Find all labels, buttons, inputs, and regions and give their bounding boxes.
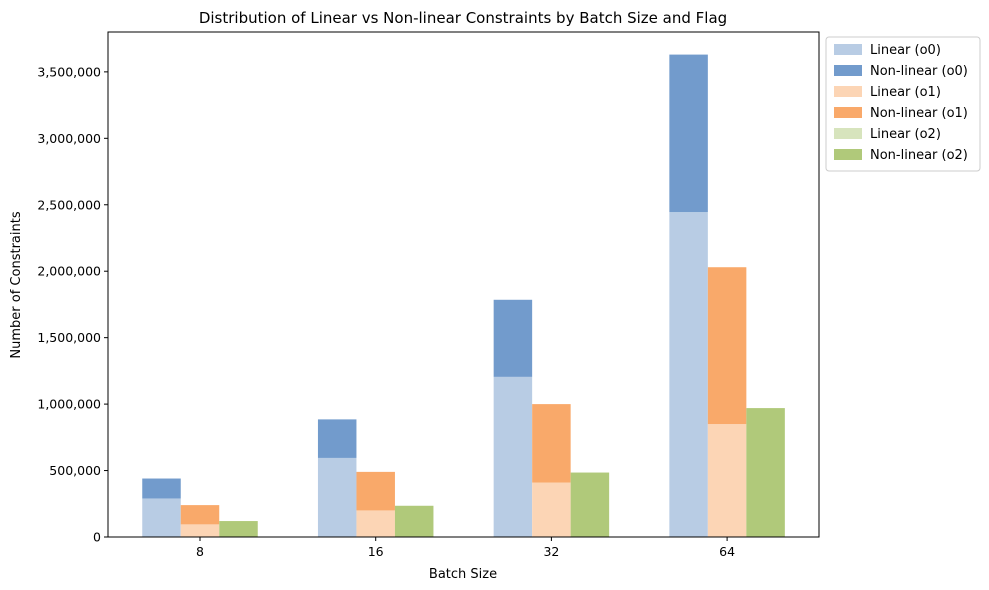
bar-linear-o1-64 (707, 424, 747, 537)
bar-nonlinear-o2-8 (219, 521, 258, 537)
legend: Linear (o0) Non-linear (o0) Linear (o1) Non… (825, 36, 981, 172)
bar-linear-o1-8 (180, 524, 220, 537)
bar-linear-o1-32 (532, 482, 571, 537)
legend-swatch (834, 128, 862, 139)
legend-label: Non-linear (o2) (870, 148, 968, 163)
bar-linear-o0-8 (142, 498, 181, 537)
legend-swatch (834, 44, 862, 55)
x-tick-label: 8 (196, 544, 204, 559)
bars (142, 54, 785, 537)
y-tick-label: 3,000,000 (37, 131, 101, 146)
legend-swatch (834, 107, 862, 118)
y-axis-label: Number of Constraints (9, 211, 24, 358)
bar-nonlinear-o0-16 (317, 419, 357, 458)
legend-label: Non-linear (o0) (870, 64, 968, 79)
y-tick-label: 2,500,000 (37, 197, 101, 212)
y-tick-label: 1,500,000 (37, 330, 101, 345)
x-tick-label: 64 (719, 544, 735, 559)
x-tick-label: 32 (543, 544, 559, 559)
bar-nonlinear-o1-64 (707, 267, 747, 425)
bar-nonlinear-o2-64 (746, 408, 785, 537)
y-tick-label: 0 (93, 530, 101, 545)
chart-title: Distribution of Linear vs Non-linear Con… (199, 9, 727, 27)
bar-linear-o0-32 (493, 376, 533, 537)
legend-swatch (834, 86, 862, 97)
bar-nonlinear-o0-64 (669, 54, 708, 213)
bar-nonlinear-o2-16 (394, 505, 434, 537)
bar-nonlinear-o0-32 (493, 299, 533, 377)
y-tick-label: 500,000 (49, 463, 101, 478)
bar-nonlinear-o1-16 (356, 471, 395, 511)
legend-label: Non-linear (o1) (870, 106, 968, 121)
y-tick-label: 2,000,000 (37, 264, 101, 279)
x-axis-label: Batch Size (429, 567, 497, 582)
y-tick-label: 3,500,000 (37, 64, 101, 79)
bar-linear-o0-16 (317, 457, 357, 537)
bar-nonlinear-o0-8 (142, 478, 181, 499)
legend-swatch (834, 65, 862, 76)
axes: 0 500,000 1,000,000 1,500,000 2,000,000 2,500… (37, 31, 820, 559)
legend-swatch (834, 149, 862, 160)
bar-nonlinear-o1-8 (180, 505, 220, 525)
x-tick-label: 16 (368, 544, 384, 559)
legend-label: Linear (o2) (870, 127, 941, 142)
legend-box (825, 36, 981, 172)
plot-frame (107, 31, 820, 538)
legend-label: Linear (o0) (870, 43, 941, 58)
y-tick-label: 1,000,000 (37, 397, 101, 412)
legend-label: Linear (o1) (870, 85, 941, 100)
bar-linear-o0-64 (669, 212, 708, 537)
bar-linear-o1-16 (356, 510, 395, 537)
bar-nonlinear-o1-32 (532, 404, 571, 483)
bar-nonlinear-o2-32 (570, 472, 610, 537)
